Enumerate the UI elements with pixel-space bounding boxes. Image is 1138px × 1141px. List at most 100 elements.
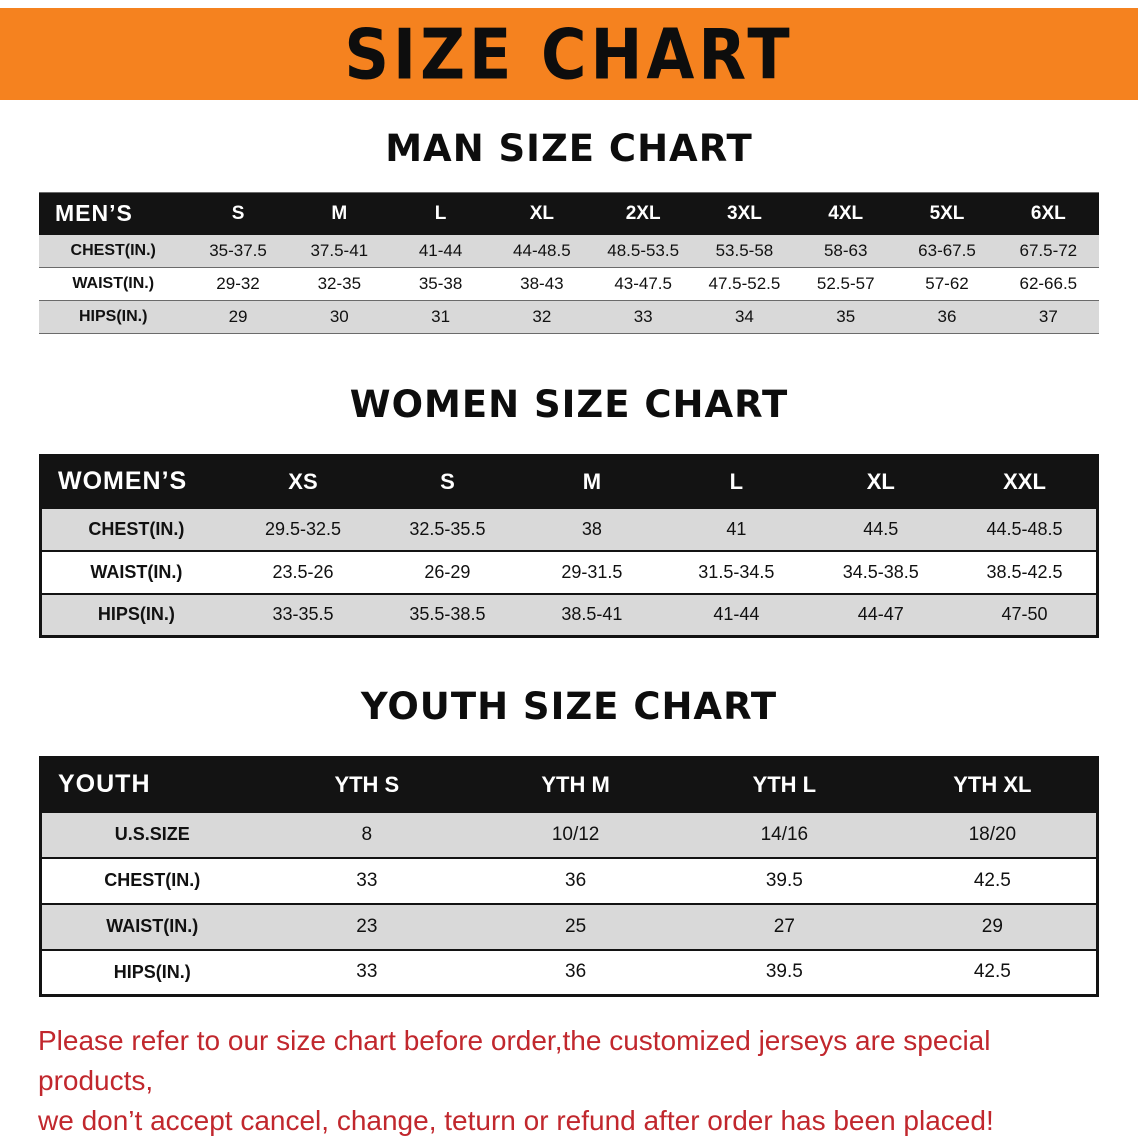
size-column-header: M bbox=[331, 202, 348, 224]
measurement-value: 63-67.5 bbox=[918, 240, 976, 260]
measurement-value: 47-50 bbox=[1001, 604, 1048, 625]
size-column-header: L bbox=[729, 468, 744, 494]
size-column-header: XXL bbox=[1003, 468, 1046, 494]
measurement-value: 43-47.5 bbox=[614, 274, 672, 293]
measurement-value: 26-29 bbox=[424, 561, 471, 582]
measurement-value: 58-63 bbox=[823, 240, 868, 260]
table-header-row: WOMEN’S XS S M L XL XXL bbox=[40, 455, 1098, 508]
size-column-header: 5XL bbox=[929, 202, 965, 224]
measurement-label: U.S.SIZE bbox=[114, 824, 190, 844]
table-row: U.S.SIZE 8 10/12 14/16 18/20 bbox=[40, 811, 1098, 858]
measurement-value: 33 bbox=[356, 961, 378, 983]
size-column-header: S bbox=[231, 202, 245, 224]
women-size-table: WOMEN’S XS S M L XL XXL CHEST(IN.) 29.5-32.5 32.5… bbox=[39, 454, 1099, 638]
measurement-label: CHEST(IN.) bbox=[104, 870, 201, 890]
measurement-label: CHEST(IN.) bbox=[88, 518, 185, 539]
disclaimer-line-2: we don’t accept cancel, change, teturn o… bbox=[38, 1105, 994, 1136]
measurement-label: WAIST(IN.) bbox=[106, 916, 199, 936]
size-column-header: XL bbox=[529, 202, 555, 224]
measurement-value: 67.5-72 bbox=[1019, 240, 1078, 260]
women-size-section: WOMEN SIZE CHART WOMEN’S XS S M L XL XXL CHEST(… bbox=[0, 382, 1138, 638]
measurement-value: 38-43 bbox=[520, 274, 564, 293]
measurement-value: 52.5-57 bbox=[816, 274, 875, 293]
table-header-row: MEN’S S M L XL 2XL 3XL 4XL 5XL 6XL bbox=[39, 192, 1099, 235]
measurement-value: 44.5 bbox=[863, 518, 899, 539]
measurement-label: WAIST(IN.) bbox=[72, 275, 155, 292]
measurement-value: 35.5-38.5 bbox=[409, 604, 486, 625]
measurement-value: 53.5-58 bbox=[715, 240, 774, 260]
table-row: HIPS(IN.) 33 36 39.5 42.5 bbox=[40, 949, 1098, 996]
measurement-value: 35-37.5 bbox=[209, 240, 267, 260]
measurement-value: 31.5-34.5 bbox=[698, 561, 775, 582]
measurement-value: 29-31.5 bbox=[561, 561, 623, 582]
measurement-value: 38.5-42.5 bbox=[986, 561, 1063, 582]
measurement-value: 36 bbox=[565, 961, 587, 983]
measurement-value: 18/20 bbox=[968, 823, 1017, 845]
measurement-value: 30 bbox=[329, 307, 349, 326]
banner: SIZE CHART bbox=[0, 8, 1138, 100]
measurement-value: 62-66.5 bbox=[1019, 274, 1078, 293]
table-corner-label: MEN’S bbox=[55, 200, 133, 227]
measurement-value: 36 bbox=[937, 307, 957, 326]
disclaimer-line-1: Please refer to our size chart before or… bbox=[38, 1025, 991, 1096]
measurement-value: 29-32 bbox=[216, 274, 260, 293]
measurement-label: HIPS(IN.) bbox=[97, 604, 175, 625]
table-row: WAIST(IN.) 23.5-26 26-29 29-31.5 31.5-34.5 34… bbox=[40, 550, 1098, 594]
table-row: CHEST(IN.) 35-37.5 37.5-41 41-44 44-48.5 48.5… bbox=[39, 234, 1099, 268]
youth-size-section: YOUTH SIZE CHART YOUTH YTH S YTH M YTH L YTH… bbox=[0, 684, 1138, 997]
measurement-value: 47.5-52.5 bbox=[708, 274, 781, 293]
measurement-value: 33-35.5 bbox=[272, 604, 334, 625]
measurement-value: 36 bbox=[565, 869, 587, 891]
size-column-header: 6XL bbox=[1030, 202, 1066, 224]
measurement-value: 38 bbox=[581, 518, 602, 539]
table-row: HIPS(IN.) 29 30 31 32 33 34 35 36 37 bbox=[39, 300, 1099, 334]
measurement-label: HIPS(IN.) bbox=[78, 308, 148, 325]
measurement-value: 35-38 bbox=[418, 274, 463, 293]
measurement-value: 23 bbox=[356, 915, 378, 937]
measurement-value: 14/16 bbox=[760, 823, 809, 845]
youth-size-table: YOUTH YTH S YTH M YTH L YTH XL U.S.SIZE 8 10/12… bbox=[39, 756, 1099, 997]
size-column-header: XS bbox=[288, 468, 318, 494]
measurement-value: 37.5-41 bbox=[310, 240, 369, 260]
size-column-header: YTH L bbox=[752, 771, 817, 797]
size-column-header: 3XL bbox=[727, 202, 762, 224]
measurement-value: 41-44 bbox=[713, 604, 760, 625]
measurement-value: 48.5-53.5 bbox=[607, 240, 680, 260]
measurement-value: 32.5-35.5 bbox=[409, 518, 486, 539]
table-corner-label: YOUTH bbox=[58, 770, 151, 799]
measurement-value: 34.5-38.5 bbox=[842, 561, 919, 582]
measurement-label: HIPS(IN.) bbox=[113, 961, 191, 982]
measurement-value: 29.5-32.5 bbox=[264, 518, 341, 539]
men-size-section: MAN SIZE CHART MEN’S S M L XL 2XL 3XL 4XL 5XL 6XL… bbox=[0, 126, 1138, 334]
measurement-value: 33 bbox=[356, 869, 378, 891]
measurement-value: 29 bbox=[981, 915, 1003, 937]
women-section-title: WOMEN SIZE CHART bbox=[349, 383, 789, 426]
men-size-table: MEN’S S M L XL 2XL 3XL 4XL 5XL 6XL CHEST(IN.) 35-37… bbox=[39, 192, 1099, 334]
table-row: WAIST(IN.) 23 25 27 29 bbox=[40, 903, 1098, 950]
measurement-value: 27 bbox=[773, 915, 795, 937]
measurement-value: 39.5 bbox=[765, 869, 803, 891]
measurement-label: CHEST(IN.) bbox=[70, 241, 156, 259]
measurement-value: 44-47 bbox=[857, 604, 904, 625]
measurement-label: WAIST(IN.) bbox=[90, 561, 183, 582]
measurement-value: 42.5 bbox=[973, 869, 1011, 891]
disclaimer-text: Please refer to our size chart before or… bbox=[38, 1021, 1100, 1141]
table-row: HIPS(IN.) 33-35.5 35.5-38.5 38.5-41 41-44 44-… bbox=[40, 593, 1098, 637]
measurement-value: 23.5-26 bbox=[272, 561, 334, 582]
table-row: WAIST(IN.) 29-32 32-35 35-38 38-43 43-47.5 47.… bbox=[39, 267, 1099, 301]
size-column-header: 2XL bbox=[625, 202, 661, 224]
measurement-value: 41-44 bbox=[418, 240, 463, 260]
men-section-title: MAN SIZE CHART bbox=[385, 127, 753, 170]
table-row: CHEST(IN.) 29.5-32.5 32.5-35.5 38 41 44.5 44.5… bbox=[40, 507, 1098, 551]
measurement-value: 25 bbox=[565, 915, 587, 937]
measurement-value: 29 bbox=[228, 307, 248, 326]
measurement-value: 38.5-41 bbox=[561, 604, 623, 625]
measurement-value: 8 bbox=[361, 823, 373, 845]
size-column-header: M bbox=[582, 468, 602, 494]
measurement-value: 34 bbox=[734, 307, 754, 326]
measurement-value: 10/12 bbox=[551, 823, 600, 845]
measurement-value: 37 bbox=[1038, 307, 1058, 326]
measurement-value: 32-35 bbox=[317, 274, 362, 293]
size-column-header: XL bbox=[866, 468, 895, 494]
